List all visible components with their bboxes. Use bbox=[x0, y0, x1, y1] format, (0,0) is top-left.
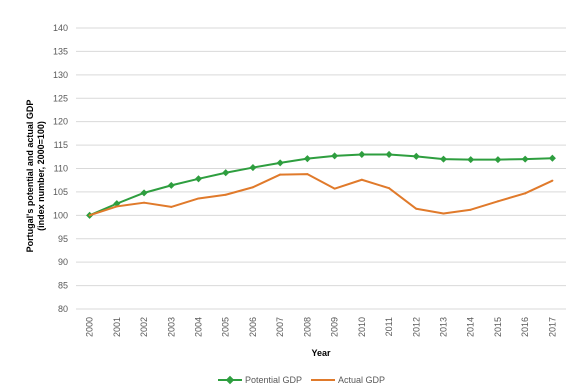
y-tick-label: 85 bbox=[58, 281, 68, 291]
x-tick-label: 2000 bbox=[85, 317, 95, 337]
y-tick-label: 110 bbox=[54, 164, 68, 174]
data-point-actual-gdp bbox=[388, 187, 391, 190]
y-tick-label: 80 bbox=[58, 304, 68, 314]
x-tick-label: 2010 bbox=[357, 317, 367, 337]
y-axis-title-line-2: (index number, 2000=100) bbox=[36, 121, 46, 231]
data-point-potential-gdp bbox=[494, 156, 502, 164]
y-tick-label: 120 bbox=[53, 117, 68, 127]
x-tick-label: 2015 bbox=[493, 317, 503, 337]
data-point-potential-gdp bbox=[140, 189, 148, 197]
data-point-actual-gdp bbox=[496, 200, 499, 203]
data-point-potential-gdp bbox=[303, 155, 311, 163]
y-tick-label: 135 bbox=[53, 46, 68, 56]
y-tick-label: 105 bbox=[53, 187, 68, 197]
data-point-potential-gdp bbox=[385, 150, 393, 158]
legend: Potential GDP Actual GDP bbox=[218, 375, 385, 385]
data-point-actual-gdp bbox=[224, 193, 227, 196]
y-tick-label: 100 bbox=[53, 210, 68, 220]
y-tick-label: 140 bbox=[53, 23, 68, 33]
data-point-actual-gdp bbox=[442, 212, 445, 215]
x-tick-label: 2016 bbox=[520, 317, 530, 337]
y-tick-label: 90 bbox=[58, 257, 68, 267]
x-tick-label: 2014 bbox=[466, 317, 476, 337]
x-tick-label: 2011 bbox=[384, 317, 394, 336]
data-point-potential-gdp bbox=[467, 156, 475, 164]
data-point-actual-gdp bbox=[143, 201, 146, 204]
x-tick-label: 2005 bbox=[221, 317, 231, 337]
data-point-potential-gdp bbox=[222, 169, 230, 177]
x-tick-label: 2001 bbox=[112, 317, 122, 337]
data-point-potential-gdp bbox=[358, 150, 366, 158]
legend-marker-potential-gdp bbox=[225, 375, 235, 385]
data-point-actual-gdp bbox=[360, 178, 363, 181]
data-point-potential-gdp bbox=[276, 159, 284, 167]
data-point-potential-gdp bbox=[249, 164, 257, 172]
legend-label-actual-gdp: Actual GDP bbox=[338, 375, 385, 385]
x-tick-label: 2007 bbox=[275, 317, 285, 337]
data-point-potential-gdp bbox=[167, 181, 175, 189]
data-point-potential-gdp bbox=[194, 175, 203, 183]
x-tick-label: 2017 bbox=[547, 317, 557, 337]
series-line-actual-gdp bbox=[89, 173, 553, 217]
y-tick-label: 125 bbox=[53, 93, 68, 103]
x-tick-label: 2009 bbox=[330, 317, 340, 337]
x-axis-ticks: 2000 2001 2002 2003 2004 2005 2006 2007 2008 2009… bbox=[85, 317, 558, 337]
x-tick-label: 2012 bbox=[411, 317, 421, 337]
y-axis-title-line-1: Portugal's potential and actual GDP bbox=[25, 100, 35, 253]
data-point-potential-gdp bbox=[439, 155, 448, 163]
grid-layer bbox=[76, 27, 566, 310]
data-point-actual-gdp bbox=[88, 214, 91, 217]
series-line-potential-gdp bbox=[89, 153, 553, 217]
legend-label-potential-gdp: Potential GDP bbox=[245, 375, 302, 385]
x-tick-label: 2008 bbox=[302, 317, 312, 337]
y-tick-label: 95 bbox=[58, 234, 68, 244]
series-layer bbox=[86, 150, 556, 219]
data-point-actual-gdp bbox=[415, 207, 418, 210]
data-point-actual-gdp bbox=[279, 173, 282, 176]
x-axis-title: Year bbox=[311, 348, 331, 358]
y-tick-label: 130 bbox=[53, 70, 68, 80]
x-tick-label: 2003 bbox=[166, 317, 176, 337]
x-tick-label: 2013 bbox=[439, 317, 449, 337]
y-tick-label: 115 bbox=[54, 140, 68, 150]
data-point-actual-gdp bbox=[197, 197, 200, 200]
x-tick-label: 2006 bbox=[248, 317, 258, 337]
x-tick-label: 2004 bbox=[194, 317, 204, 337]
data-point-actual-gdp bbox=[306, 173, 309, 176]
x-tick-label: 2002 bbox=[139, 317, 149, 337]
data-point-actual-gdp bbox=[251, 186, 254, 189]
data-point-actual-gdp bbox=[551, 179, 554, 182]
data-point-actual-gdp bbox=[469, 208, 472, 211]
data-point-potential-gdp bbox=[412, 152, 420, 160]
data-point-potential-gdp bbox=[521, 155, 529, 163]
data-point-actual-gdp bbox=[115, 205, 118, 208]
data-point-actual-gdp bbox=[333, 187, 336, 190]
legend-item-potential-gdp: Potential GDP bbox=[218, 375, 302, 385]
data-point-potential-gdp bbox=[548, 154, 556, 162]
legend-item-actual-gdp: Actual GDP bbox=[311, 375, 385, 385]
data-point-actual-gdp bbox=[170, 205, 173, 208]
data-point-actual-gdp bbox=[524, 192, 527, 195]
y-axis-ticks: 80 85 90 95 100 105 110 115 120 125 130 135 140 bbox=[53, 23, 68, 314]
data-point-potential-gdp bbox=[331, 152, 339, 160]
